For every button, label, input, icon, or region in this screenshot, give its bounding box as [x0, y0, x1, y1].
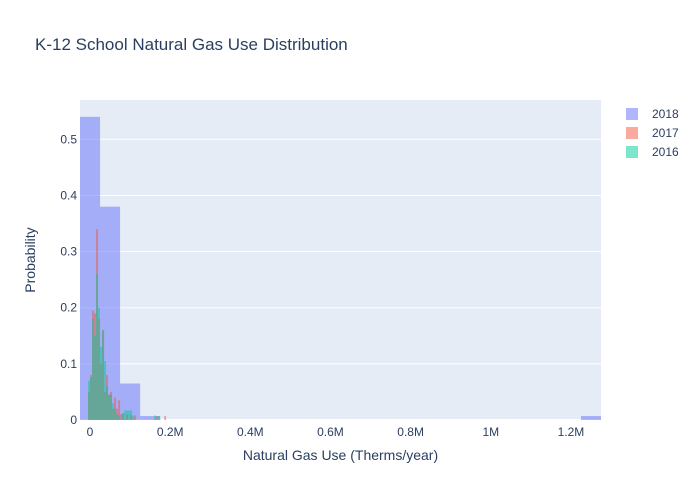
- histogram-bar: [94, 335, 97, 420]
- y-tick-label: 0.3: [60, 245, 77, 259]
- x-tick-label: 0.2M: [157, 425, 184, 439]
- series-2016: [88, 274, 161, 420]
- histogram-bar: [124, 410, 127, 420]
- y-axis-ticks: 0 0.1 0.2 0.3 0.4 0.5: [60, 132, 77, 427]
- histogram-bar: [88, 380, 91, 420]
- x-tick-label: 0.4M: [237, 425, 264, 439]
- chart-title: K-12 School Natural Gas Use Distribution: [35, 35, 348, 54]
- histogram-bar: [132, 415, 135, 420]
- legend[interactable]: 2018 2017 2016: [626, 107, 679, 159]
- grid: [80, 138, 601, 421]
- histogram-bar: [114, 408, 117, 420]
- histogram-bar: [104, 361, 107, 420]
- histogram-bar: [122, 413, 125, 420]
- histogram-bar: [580, 416, 601, 420]
- x-axis-ticks: 0 0.2M 0.4M 0.6M 0.8M 1M 1.2M: [87, 425, 585, 439]
- histogram-bar: [156, 416, 159, 420]
- y-axis-title: Probability: [22, 227, 38, 292]
- bars: [80, 116, 601, 420]
- histogram-bar: [128, 410, 131, 420]
- y-tick-label: 0.4: [60, 188, 77, 202]
- y-tick-label: 0: [70, 413, 77, 427]
- x-tick-label: 0.8M: [397, 425, 424, 439]
- legend-label: 2017: [652, 126, 679, 140]
- histogram-bar: [118, 400, 121, 420]
- histogram-bar: [164, 416, 167, 420]
- histogram-bar: [90, 377, 93, 420]
- legend-swatch: [626, 108, 638, 120]
- histogram-bar: [98, 307, 101, 420]
- y-tick-label: 0.5: [60, 132, 77, 146]
- legend-item-2018[interactable]: 2018: [626, 107, 679, 121]
- histogram-bar: [108, 394, 111, 420]
- x-axis-title: Natural Gas Use (Therms/year): [243, 447, 438, 463]
- histogram-bar: [130, 410, 133, 420]
- legend-swatch: [626, 127, 638, 139]
- legend-label: 2016: [652, 145, 679, 159]
- histogram-bar: [102, 330, 105, 420]
- histogram-bar: [140, 416, 161, 420]
- histogram-bar: [154, 415, 157, 420]
- histogram-bar: [118, 415, 121, 420]
- legend-item-2016[interactable]: 2016: [626, 145, 679, 159]
- histogram-bar: [158, 416, 161, 420]
- histogram-bar: [106, 386, 109, 420]
- histogram-bar: [110, 394, 113, 420]
- y-tick-label: 0.2: [60, 301, 77, 315]
- legend-item-2017[interactable]: 2017: [626, 126, 679, 140]
- histogram-bar: [114, 397, 117, 420]
- x-tick-label: 0.6M: [317, 425, 344, 439]
- histogram-bar: [112, 403, 115, 420]
- x-tick-label: 1.2M: [558, 425, 585, 439]
- x-tick-label: 1M: [482, 425, 499, 439]
- legend-label: 2018: [652, 107, 679, 121]
- x-tick-label: 0: [87, 425, 94, 439]
- histogram-bar: [92, 318, 95, 420]
- histogram-bar: [120, 414, 123, 420]
- histogram-bar: [100, 347, 103, 420]
- plot-background: [80, 100, 601, 420]
- histogram-bar: [96, 274, 99, 420]
- histogram-bar: [134, 415, 137, 420]
- histogram-bar: [116, 414, 119, 420]
- legend-swatch: [626, 146, 638, 158]
- y-tick-label: 0.1: [60, 357, 77, 371]
- histogram-bar: [126, 410, 129, 420]
